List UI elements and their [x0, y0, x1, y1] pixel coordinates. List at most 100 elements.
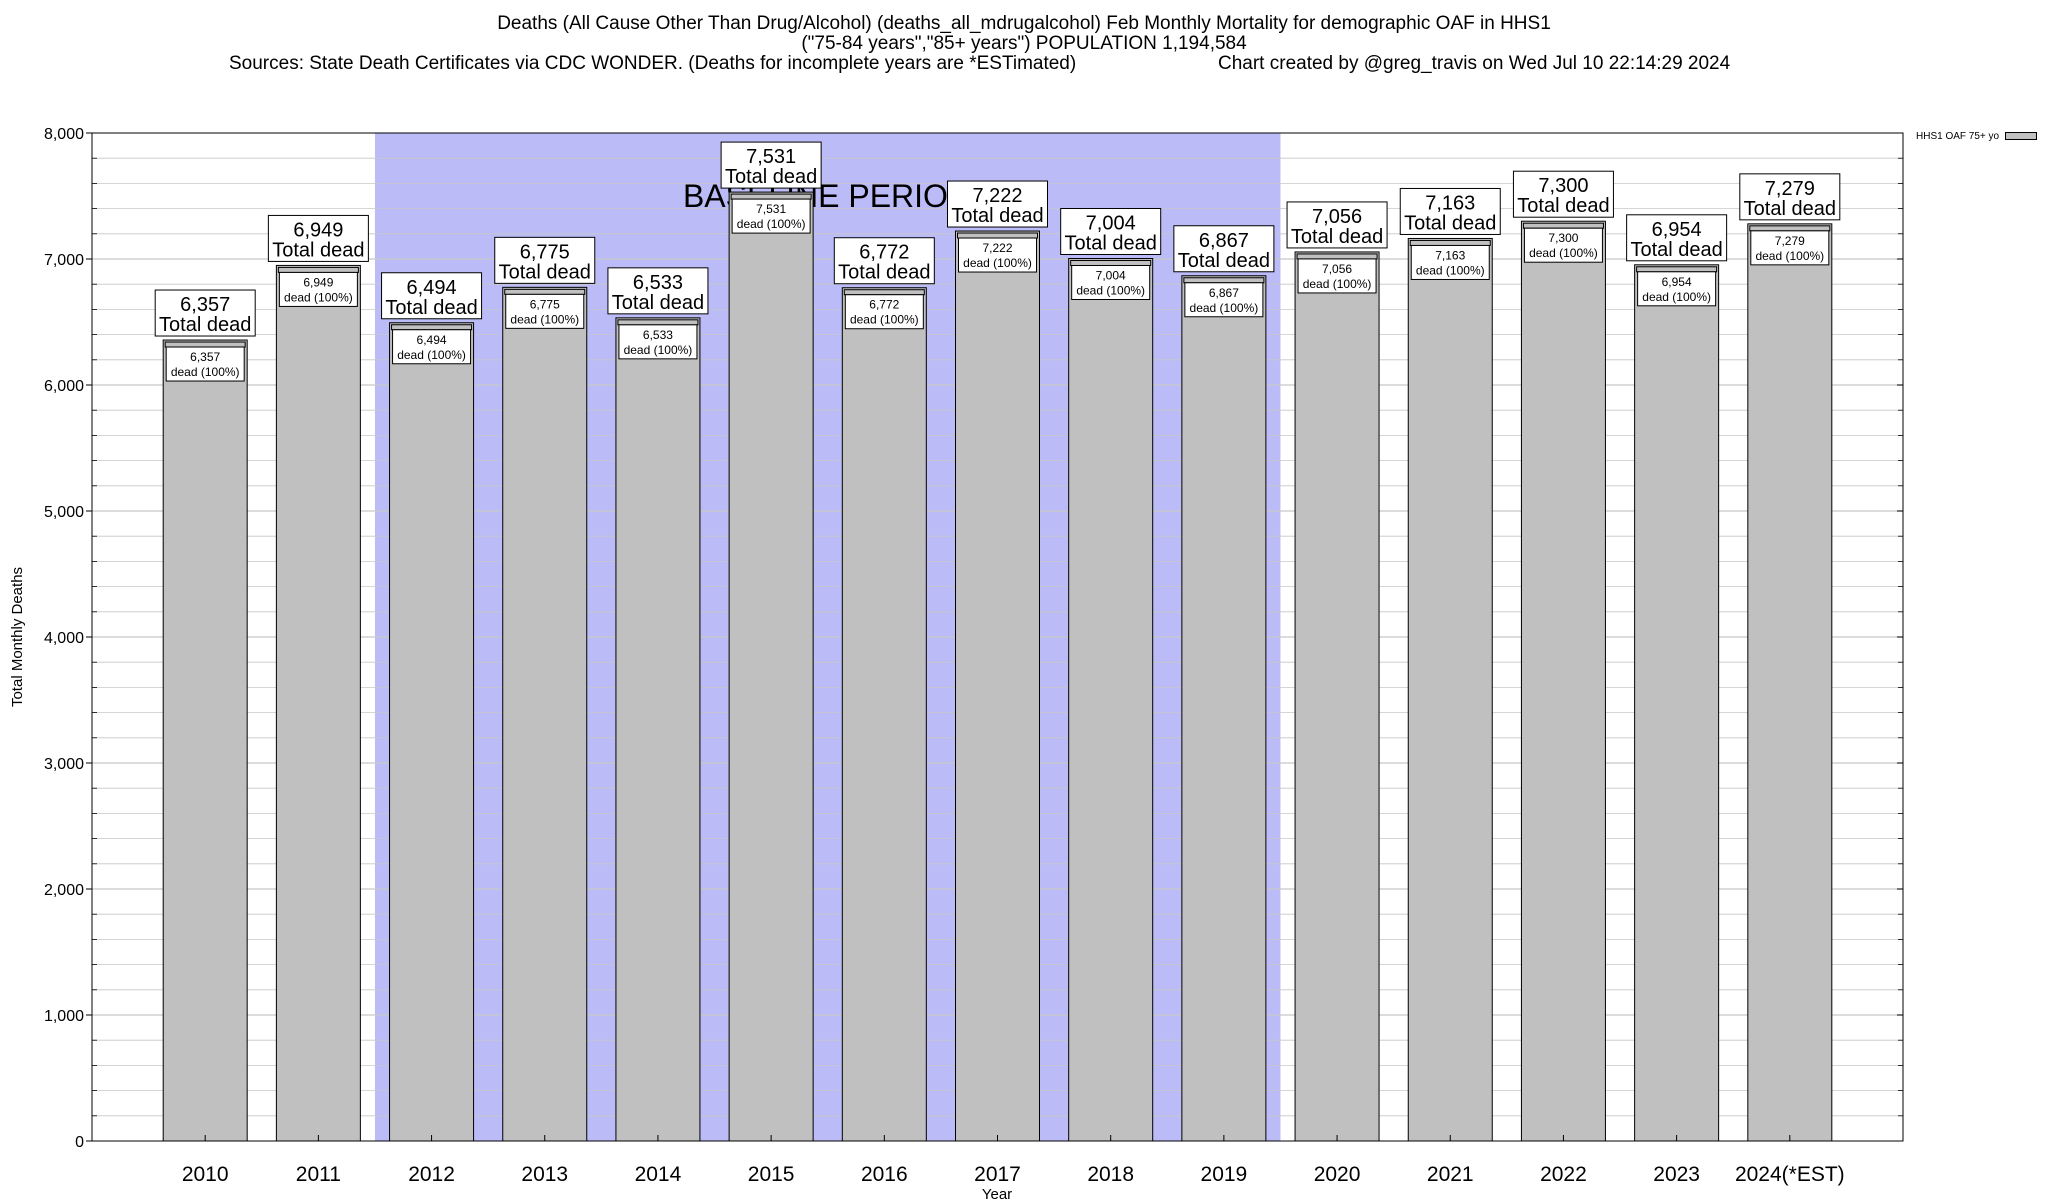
inner-value-label: 6,954 [1662, 275, 1692, 289]
inner-share-label: dead (100%) [737, 217, 806, 231]
total-value-label: 6,867 [1199, 230, 1249, 252]
total-label-box [1399, 187, 1501, 235]
total-dead-label: Total dead [951, 205, 1043, 227]
inner-value-label: 6,357 [190, 350, 220, 364]
bar [502, 286, 588, 1142]
inner-share-label: dead (100%) [1416, 263, 1485, 277]
x-tick-label: 2019 [1201, 1163, 1248, 1186]
inner-value-label: 7,163 [1435, 248, 1465, 262]
inner-value-label: 6,867 [1209, 286, 1239, 300]
chart-title: Deaths (All Cause Other Than Drug/Alcoho… [497, 13, 1551, 34]
total-value-label: 7,163 [1425, 192, 1475, 214]
total-label-box [1626, 214, 1728, 262]
sources-note: Sources: State Death Certificates via CD… [229, 53, 1077, 74]
bar [1634, 264, 1720, 1142]
inner-share-label: dead (100%) [510, 312, 579, 326]
total-value-label: 7,222 [972, 185, 1022, 207]
chart-subtitle: ("75-84 years","85+ years") POPULATION 1… [801, 33, 1247, 54]
x-tick-label: 2010 [182, 1163, 229, 1186]
total-value-label: 6,533 [633, 272, 683, 294]
total-value-label: 6,494 [407, 277, 457, 299]
total-value-label: 6,954 [1652, 219, 1702, 241]
inner-label-box [1750, 230, 1830, 266]
total-value-label: 6,357 [180, 294, 230, 316]
bar [1747, 223, 1833, 1142]
bar [1068, 257, 1154, 1142]
inner-share-label: dead (100%) [1190, 301, 1259, 315]
total-label-box [1739, 173, 1841, 221]
total-dead-label: Total dead [272, 239, 364, 261]
x-tick-label: 2022 [1540, 1163, 1587, 1186]
inner-share-label: dead (100%) [1755, 249, 1824, 263]
bar-top-segment [1522, 222, 1604, 229]
legend-label: HHS1 OAF 75+ yo [1916, 131, 2000, 142]
bar [1520, 220, 1606, 1142]
total-value-label: 6,772 [859, 242, 909, 264]
bar [1294, 251, 1380, 1142]
bar-top-segment [164, 341, 246, 348]
total-dead-label: Total dead [612, 292, 704, 314]
inner-value-label: 7,056 [1322, 262, 1352, 276]
inner-value-label: 7,004 [1096, 268, 1126, 282]
bar [162, 339, 248, 1142]
y-tick-label: 5,000 [44, 504, 84, 521]
total-value-label: 7,056 [1312, 206, 1362, 228]
total-label-box [1060, 207, 1162, 255]
x-tick-label: 2013 [521, 1163, 568, 1186]
total-label-box [720, 141, 822, 189]
total-label-box [381, 272, 483, 320]
total-value-label: 7,004 [1086, 212, 1136, 234]
inner-label-box [618, 324, 698, 360]
total-value-label: 6,949 [293, 219, 343, 241]
x-tick-label: 2014 [635, 1163, 682, 1186]
total-value-label: 7,300 [1538, 175, 1588, 197]
total-label-box [833, 237, 935, 285]
bar [389, 322, 475, 1142]
bar [841, 287, 927, 1142]
total-label-box [607, 267, 709, 315]
bar [728, 191, 814, 1142]
bar-top-segment [1409, 239, 1491, 246]
inner-label-box [505, 293, 585, 329]
inner-share-label: dead (100%) [1529, 246, 1598, 260]
x-axis-title: Year [982, 1186, 1012, 1200]
total-label-box [1173, 225, 1275, 273]
bar [275, 264, 361, 1142]
inner-value-label: 7,222 [982, 241, 1012, 255]
y-tick-label: 3,000 [44, 756, 84, 773]
bar-top-segment [1183, 277, 1265, 284]
bar-top-segment [843, 289, 925, 296]
y-tick-label: 7,000 [44, 252, 84, 269]
inner-label-box [731, 198, 811, 234]
inner-label-box [1523, 227, 1603, 263]
inner-label-box [1184, 282, 1264, 318]
total-value-label: 7,279 [1765, 178, 1815, 200]
bar [1407, 237, 1493, 1142]
total-label-box [1512, 170, 1614, 218]
total-label-box [1286, 201, 1388, 249]
inner-value-label: 6,949 [303, 275, 333, 289]
bar [955, 230, 1040, 1142]
total-dead-label: Total dead [1291, 226, 1383, 248]
total-label-box [494, 236, 596, 284]
y-tick-label: 0 [75, 1134, 84, 1151]
y-tick-label: 6,000 [44, 378, 84, 395]
bar-top-segment [1296, 253, 1378, 260]
inner-value-label: 6,533 [643, 328, 673, 342]
total-dead-label: Total dead [1744, 198, 1836, 220]
bar-top-segment [730, 193, 812, 200]
inner-label-box [1071, 264, 1151, 300]
total-value-label: 7,531 [746, 146, 796, 168]
x-tick-label: 2016 [861, 1163, 908, 1186]
inner-label-box [1410, 244, 1490, 280]
x-tick-label: 2015 [748, 1163, 795, 1186]
y-tick-label: 4,000 [44, 630, 84, 647]
inner-share-label: dead (100%) [850, 313, 919, 327]
inner-label-box [165, 346, 245, 382]
inner-value-label: 6,494 [417, 333, 447, 347]
y-tick-label: 8,000 [44, 126, 84, 143]
total-dead-label: Total dead [1178, 250, 1270, 272]
bar-top-segment [277, 266, 359, 273]
inner-share-label: dead (100%) [1642, 290, 1711, 304]
inner-label-box [958, 237, 1037, 273]
